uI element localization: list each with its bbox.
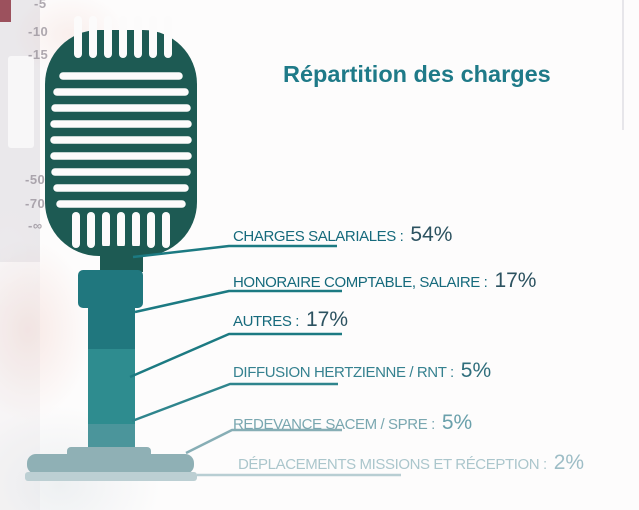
background-red-fragment	[0, 0, 11, 22]
fader-scale-mark: -10	[28, 24, 49, 39]
background-panel	[8, 56, 34, 148]
fader-scale-mark: -70	[25, 196, 46, 211]
leader-line-honoraire-comptable	[134, 289, 342, 314]
legend-value: 17%	[494, 269, 537, 292]
legend-value: 2%	[553, 451, 585, 474]
fader-scale-mark: -5	[34, 0, 47, 11]
legend-label: CHARGES SALARIALES :	[233, 228, 404, 245]
fader-scale-mark: -∞	[28, 218, 43, 233]
legend-row-autres: AUTRES : 17%	[233, 309, 348, 330]
mic-stem-upper	[88, 305, 135, 349]
legend-row-charges-salariales: CHARGES SALARIALES : 54%	[233, 224, 452, 245]
legend-value: 5%	[441, 411, 473, 434]
legend-row-redevance-sacem: REDEVANCE SACEM / SPRE : 5%	[233, 412, 472, 433]
mic-head-grille-bars	[50, 72, 192, 208]
legend-value: 54%	[410, 223, 453, 246]
mic-neck	[100, 246, 143, 272]
fader-scale-mark: -50	[25, 172, 46, 187]
mic-stem-low	[88, 424, 135, 449]
leader-line-autres	[129, 332, 342, 379]
legend-label: DÉPLACEMENTS MISSIONS ET RÉCEPTION :	[238, 456, 547, 473]
legend-value: 5%	[460, 359, 492, 382]
legend-label: HONORAIRE COMPTABLE, SALAIRE :	[233, 274, 488, 291]
mic-stem-mid	[88, 349, 135, 424]
legend-row-diffusion-hertzienne: DIFFUSION HERTZIENNE / RNT : 5%	[233, 360, 491, 381]
mic-base-bottom	[25, 472, 197, 481]
mic-head-bottom-slots	[72, 212, 170, 248]
mic-head-top-slots	[74, 16, 172, 58]
leader-line-redevance-sacem	[185, 428, 342, 455]
legend-label: REDEVANCE SACEM / SPRE :	[233, 416, 435, 433]
legend-value: 17%	[305, 308, 349, 331]
background-photo-edge	[622, 0, 624, 130]
legend-label: AUTRES :	[233, 313, 299, 330]
leader-line-charges-salariales	[132, 244, 337, 259]
mic-base	[27, 454, 194, 474]
legend-row-deplacements: DÉPLACEMENTS MISSIONS ET RÉCEPTION : 2%	[238, 452, 584, 473]
fader-scale-mark: -15	[28, 47, 49, 62]
mic-collar	[78, 270, 143, 308]
leader-line-diffusion-hertzienne	[131, 382, 338, 423]
page-title: Répartition des charges	[283, 61, 551, 87]
legend-row-honoraire-comptable: HONORAIRE COMPTABLE, SALAIRE : 17%	[233, 270, 536, 291]
legend-label: DIFFUSION HERTZIENNE / RNT :	[233, 364, 454, 381]
